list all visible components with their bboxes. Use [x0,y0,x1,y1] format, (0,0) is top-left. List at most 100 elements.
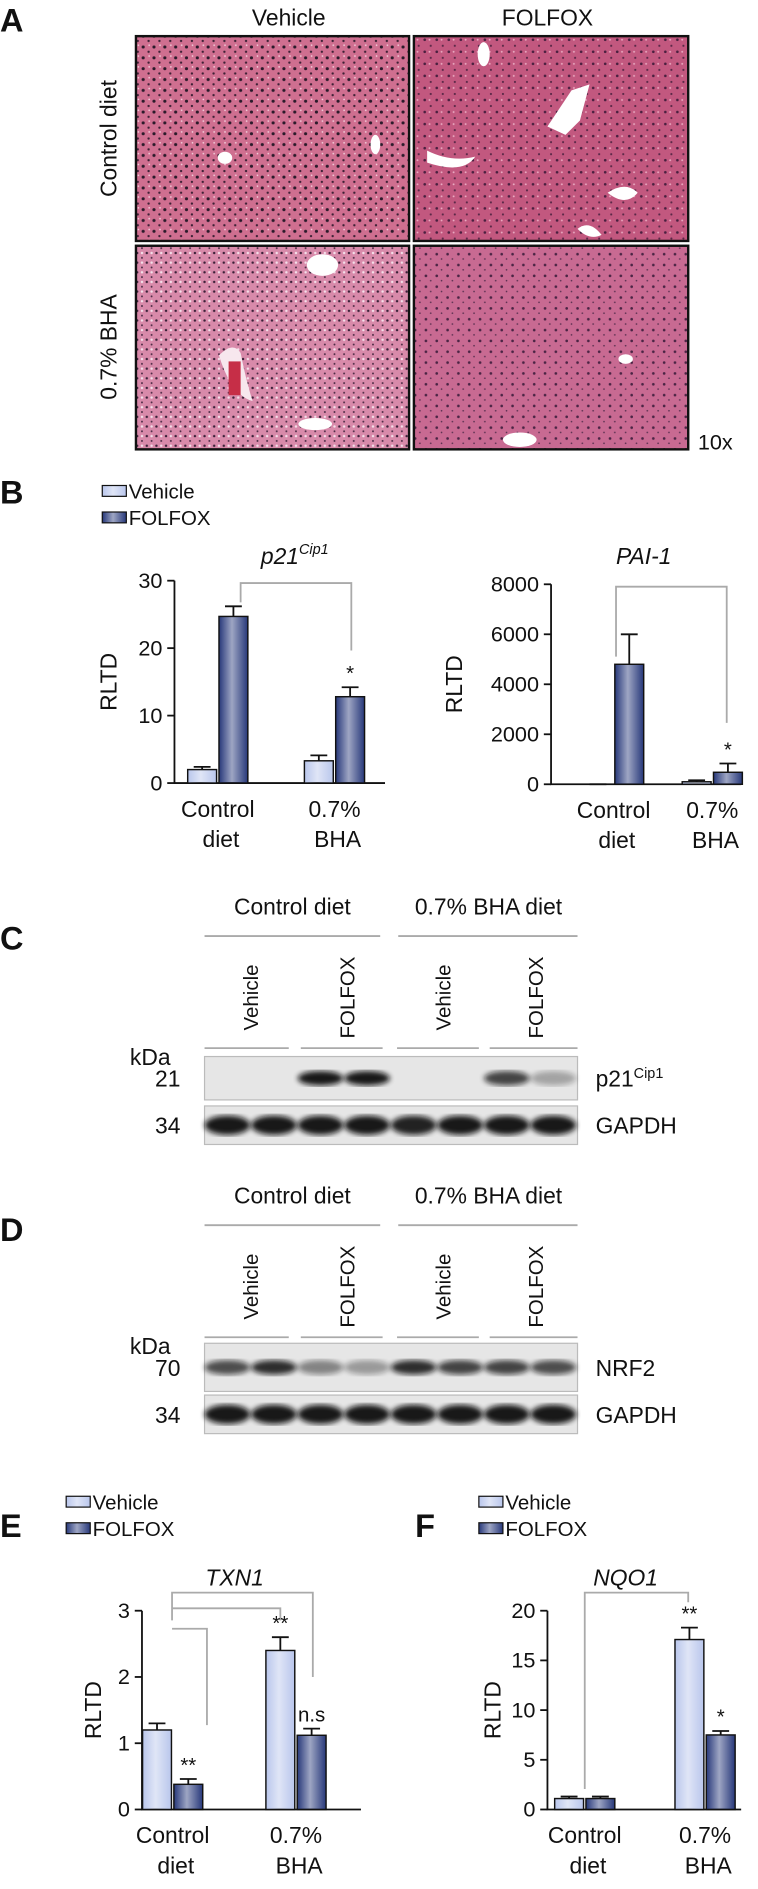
text-part: p21 [260,543,299,569]
error-bar [310,754,328,761]
blot-band [437,1360,484,1375]
bar [303,760,335,784]
lane-label: Vehicle [433,1254,456,1320]
histology-image [134,244,411,451]
blot-band [483,1070,530,1086]
lane-label: Vehicle [433,965,456,1031]
error-bar [224,605,242,617]
histology-image [134,34,411,243]
legend-swatch [101,484,127,497]
size-label: 21 [155,1066,180,1092]
row-label: 0.7% BHA [96,293,122,399]
blot-band [530,1070,577,1086]
lane-label: FOLFOX [336,956,359,1038]
bar [334,695,366,784]
legend-swatch [101,511,127,524]
bar [585,1797,616,1811]
panel-label: F [415,1508,435,1544]
panel-label: E [0,1508,22,1544]
error-bar [680,1626,698,1640]
text-part: 0.7% [679,1822,731,1848]
bar [218,615,249,784]
size-label: 34 [155,1113,181,1139]
bar [681,781,712,785]
erythrocytes [228,361,241,396]
column-label: Vehicle [252,4,326,30]
blot-band [344,1115,390,1135]
legend-label: Vehicle [505,1492,571,1515]
blot-band [483,1404,530,1424]
legend-label: FOLFOX [129,507,211,530]
y-tick-label: 6000 [491,622,539,647]
text-part: BHA [308,826,362,852]
bar [553,1797,585,1811]
y-axis-label: RLTD [480,1681,506,1739]
legend-label: Vehicle [93,1492,159,1515]
band-label: NRF2 [596,1355,656,1381]
text-part: p21 [596,1066,634,1092]
group-label: Control diet [234,1183,351,1209]
error-bar [620,633,638,665]
blot-band [530,1404,577,1424]
blot-band [530,1115,577,1135]
y-tick-label: 5 [523,1747,535,1772]
error-bar [560,1795,578,1799]
blot-band [437,1404,484,1424]
legend-label: FOLFOX [93,1518,175,1541]
significance-label: * [724,738,732,761]
text-part: 0.7% [686,797,738,823]
text-part: Control [181,796,255,822]
y-axis-label: RLTD [80,1681,106,1739]
error-bar [591,1795,609,1799]
error-bar [271,1636,289,1651]
y-tick-label: 15 [511,1648,535,1673]
band-label: GAPDH [596,1402,677,1428]
significance-label: ** [681,1602,697,1625]
blot-band [204,1360,251,1375]
histology-image [412,34,690,243]
lane-label: FOLFOX [336,1245,359,1327]
error-bar [179,1778,197,1785]
text-part: BHA [678,1852,732,1878]
bar [265,1649,296,1811]
y-tick-label: 30 [138,568,162,593]
blot-band [437,1115,484,1135]
bar [712,771,744,785]
blot-band [251,1404,297,1424]
size-label: 34 [155,1402,181,1428]
x-tick-label: Control diet [181,796,255,852]
error-bar [148,1722,166,1730]
text-part: diet [151,1852,195,1878]
histology-image [412,244,690,451]
legend-swatch [478,1522,504,1535]
y-axis-label: RLTD [441,655,467,713]
text-part: diet [592,827,636,853]
blot-band [344,1070,390,1086]
error-bar [688,779,706,782]
text-part: GAPDH [596,1113,677,1139]
blot-band [251,1115,297,1135]
bar [614,663,645,785]
chart-title: PAI-1 [616,543,671,569]
group-label: 0.7% BHA diet [415,893,563,919]
blot-band [344,1404,390,1424]
x-tick-label: 0.7% BHA [308,796,362,852]
blot-band [483,1115,530,1135]
text-part: BHA [686,827,740,853]
blot-band [297,1115,344,1135]
significance-label: * [346,662,354,685]
text-part: 0.7% [308,796,360,822]
y-tick-label: 1 [118,1730,130,1755]
bar [674,1638,705,1811]
legend-label: Vehicle [129,481,195,504]
y-tick-label: 10 [138,703,162,728]
chart-title: p21Cip1 [260,542,329,569]
group-label: 0.7% BHA diet [415,1183,563,1209]
significance-brackets [171,582,728,1790]
text-part: diet [563,1852,607,1878]
significance-label: ** [180,1754,196,1777]
y-tick-label: 0 [523,1797,535,1822]
row-label: Control diet [96,79,122,197]
panel-label: B [0,475,23,511]
